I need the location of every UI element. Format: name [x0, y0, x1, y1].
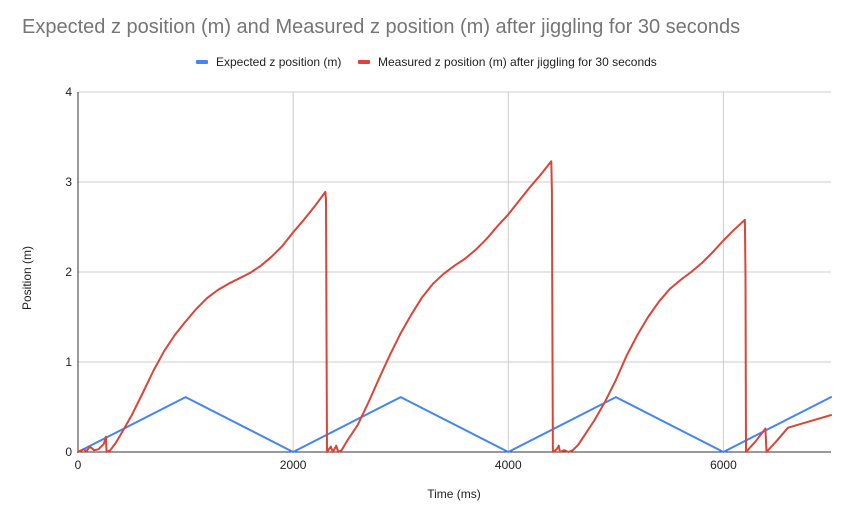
- y-tick-label: 3: [65, 175, 72, 189]
- legend: Expected z position (m) Measured z posit…: [196, 55, 657, 69]
- y-axis-title: Position (m): [20, 246, 34, 310]
- x-tick-label: 0: [75, 458, 82, 472]
- y-tick-label: 2: [65, 265, 72, 279]
- legend-swatch-measured: [358, 60, 370, 64]
- series-layer: [77, 160, 832, 453]
- y-tick-label: 1: [65, 355, 72, 369]
- y-tick-label: 0: [65, 445, 72, 459]
- x-tick-label: 6000: [710, 458, 737, 472]
- legend-label-expected: Expected z position (m): [216, 55, 341, 69]
- tick-labels: 0 1 2 3 4 0 2000 4000 6000: [65, 85, 737, 472]
- gridlines: [78, 91, 831, 452]
- legend-swatch-expected: [196, 60, 208, 64]
- y-tick-label: 4: [65, 85, 72, 99]
- series-line-measured: [77, 160, 832, 453]
- legend-label-measured: Measured z position (m) after jiggling f…: [378, 55, 657, 69]
- x-tick-label: 4000: [495, 458, 522, 472]
- x-tick-label: 2000: [280, 458, 307, 472]
- x-axis-title: Time (ms): [427, 487, 481, 501]
- chart-title: Expected z position (m) and Measured z p…: [22, 16, 741, 38]
- axes: [77, 92, 831, 453]
- series-line-expected: [77, 396, 832, 453]
